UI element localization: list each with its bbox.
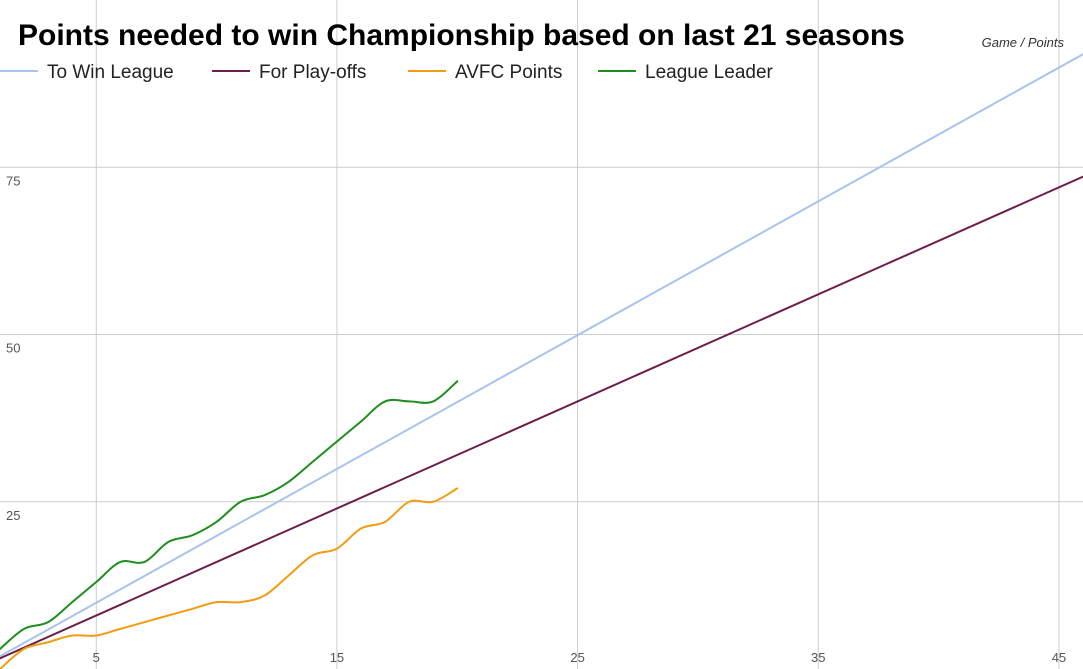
legend-item-league-leader: League Leader bbox=[598, 62, 774, 83]
legend-label: For Play-offs bbox=[259, 62, 366, 83]
legend-label: AVFC Points bbox=[455, 62, 562, 83]
x-tick-label: 5 bbox=[93, 650, 100, 665]
series-line-league-leader bbox=[0, 380, 459, 650]
x-tick-label: 35 bbox=[811, 650, 825, 665]
series-line-to-win-league bbox=[0, 53, 1083, 658]
legend-item-avfc-points: AVFC Points bbox=[408, 62, 562, 83]
legend-label: To Win League bbox=[47, 62, 174, 83]
y-tick-label: 75 bbox=[6, 173, 20, 188]
chart-title: Points needed to win Championship based … bbox=[18, 19, 905, 52]
y-tick-label: 25 bbox=[6, 508, 20, 523]
legend-label: League Leader bbox=[645, 62, 774, 83]
axis-ticks: 5 15 25 35 45 25 50 75 bbox=[6, 173, 1066, 665]
legend: To Win League For Play-offs AVFC Points Lea… bbox=[0, 62, 774, 83]
axis-note: Game / Points bbox=[982, 35, 1065, 50]
series-lines bbox=[0, 53, 1083, 669]
legend-item-to-win-league: To Win League bbox=[0, 62, 174, 83]
y-tick-label: 50 bbox=[6, 341, 20, 356]
x-tick-label: 45 bbox=[1052, 650, 1066, 665]
x-tick-label: 15 bbox=[330, 650, 344, 665]
series-line-for-play-offs bbox=[0, 175, 1083, 660]
x-tick-label: 25 bbox=[570, 650, 584, 665]
series-line-avfc-points bbox=[0, 487, 459, 669]
legend-item-for-play-offs: For Play-offs bbox=[212, 62, 366, 83]
